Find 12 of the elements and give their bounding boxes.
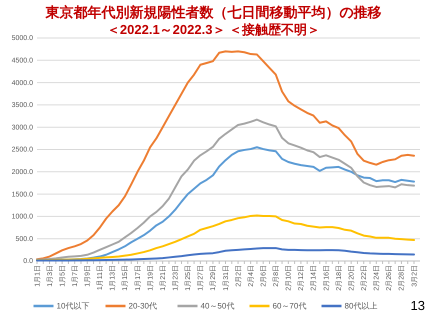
- text: 13: [410, 298, 425, 313]
- legend-label: 60～70代: [272, 302, 306, 311]
- line-series: [36, 118, 415, 261]
- legend-label: 10代以下: [56, 302, 90, 311]
- legend-label: 20-30代: [128, 302, 157, 311]
- chart-title: 東京都年代別新規陽性者数（七日間移動平均）の推移: [44, 4, 382, 20]
- chart-subtitle: ＜2022.1～2022.3＞ ＜接触歴不明＞: [106, 22, 320, 37]
- line-series: [36, 50, 415, 260]
- legend-label: 40～50代: [200, 302, 234, 311]
- line-series: [36, 214, 415, 262]
- line-series: [36, 247, 415, 262]
- legend-label: 80代以上: [344, 302, 378, 311]
